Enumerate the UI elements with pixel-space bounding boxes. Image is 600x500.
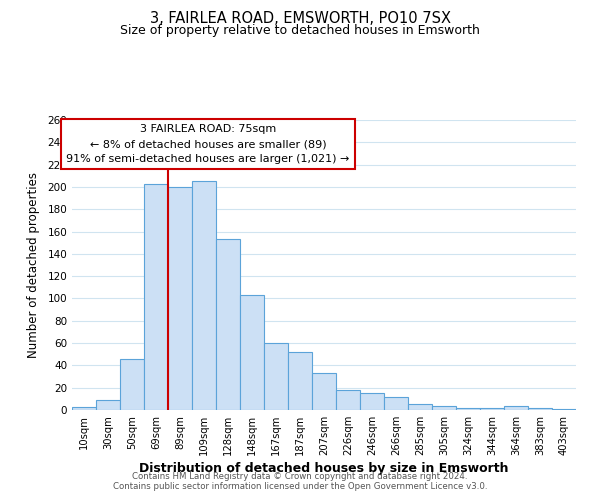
Bar	[96, 400, 120, 410]
Bar	[168, 187, 192, 410]
Text: 3, FAIRLEA ROAD, EMSWORTH, PO10 7SX: 3, FAIRLEA ROAD, EMSWORTH, PO10 7SX	[149, 11, 451, 26]
Bar	[504, 406, 528, 410]
Text: Size of property relative to detached houses in Emsworth: Size of property relative to detached ho…	[120, 24, 480, 37]
Bar	[72, 406, 96, 410]
Text: 3 FAIRLEA ROAD: 75sqm
← 8% of detached houses are smaller (89)
91% of semi-detac: 3 FAIRLEA ROAD: 75sqm ← 8% of detached h…	[67, 124, 350, 164]
Bar	[216, 240, 240, 410]
Text: Contains public sector information licensed under the Open Government Licence v3: Contains public sector information licen…	[113, 482, 487, 491]
Bar	[456, 408, 480, 410]
Bar	[192, 182, 216, 410]
Y-axis label: Number of detached properties: Number of detached properties	[28, 172, 40, 358]
Bar	[240, 295, 264, 410]
Bar	[360, 394, 384, 410]
Bar	[288, 352, 312, 410]
Bar	[336, 390, 360, 410]
X-axis label: Distribution of detached houses by size in Emsworth: Distribution of detached houses by size …	[139, 462, 509, 475]
Bar	[408, 404, 432, 410]
Bar	[432, 406, 456, 410]
Bar	[552, 409, 576, 410]
Bar	[312, 373, 336, 410]
Bar	[528, 408, 552, 410]
Bar	[480, 408, 504, 410]
Bar	[384, 396, 408, 410]
Text: Contains HM Land Registry data © Crown copyright and database right 2024.: Contains HM Land Registry data © Crown c…	[132, 472, 468, 481]
Bar	[120, 358, 144, 410]
Bar	[264, 343, 288, 410]
Bar	[144, 184, 168, 410]
